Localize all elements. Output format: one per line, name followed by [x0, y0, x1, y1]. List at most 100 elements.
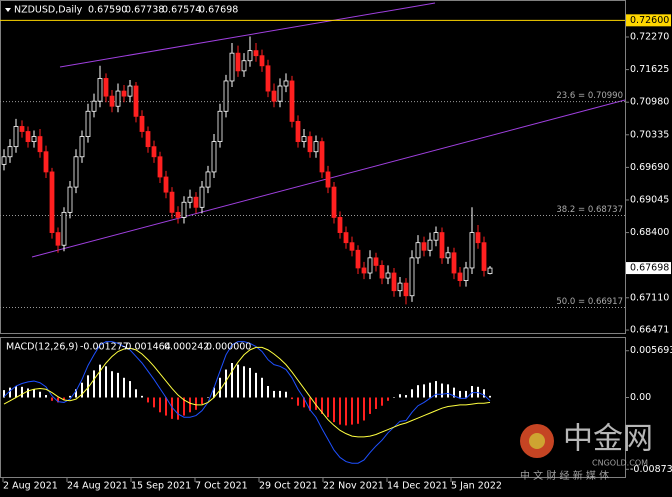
candle-body [355, 249, 361, 269]
macd-bar [81, 382, 83, 398]
candle-body [67, 186, 73, 213]
macd-y-tick-label: 0.005693 [630, 345, 672, 356]
macd-bar [171, 397, 173, 419]
macd-bar [45, 395, 47, 398]
macd-bar [423, 384, 425, 398]
candle-body [151, 146, 157, 158]
macd-y-tick-label: 0.00 [630, 392, 651, 403]
candle-body [181, 201, 187, 218]
y-tick-label: 0.71625 [630, 64, 669, 75]
candle-body [421, 242, 427, 251]
candle-body [193, 196, 199, 208]
candle-body [169, 191, 175, 213]
y-tick-label: 0.69045 [630, 194, 669, 205]
candle-body [265, 65, 271, 92]
candle-body [397, 282, 403, 292]
macd-bar [153, 397, 155, 408]
candle-body [343, 232, 349, 244]
ohlc-readout: 0.67738 [125, 5, 164, 16]
candle-body [217, 110, 223, 143]
macd-bar [369, 397, 371, 414]
macd-bar [21, 386, 23, 398]
macd-bar [129, 381, 131, 398]
candle-body [37, 136, 43, 153]
macd-bar [489, 395, 491, 398]
macd-signal-line [3, 346, 491, 438]
candle-body [331, 186, 337, 218]
macd-bar [333, 397, 335, 423]
h-line-label: 0.72600 [630, 15, 669, 26]
macd-bar [9, 387, 11, 398]
brand: 中金网 [563, 422, 653, 457]
candle-body [1, 156, 7, 165]
macd-bar [225, 369, 227, 398]
macd-bar [309, 397, 311, 411]
candle-body [91, 100, 97, 112]
macd-bar [351, 397, 353, 425]
candle-body [463, 267, 469, 281]
fib-label: 23.6 = 0.70990 [556, 91, 623, 101]
candles [1, 36, 493, 305]
macd-bar [381, 397, 383, 406]
macd-bar [27, 388, 29, 398]
macd-bar [441, 383, 443, 398]
candle-body [163, 176, 169, 193]
macd-title: MACD(12,26,9) [6, 342, 78, 353]
candle-body [301, 136, 307, 143]
macd-bar [279, 390, 281, 398]
candle-body [79, 136, 85, 158]
candle-body [295, 120, 301, 143]
ohlc-readout: 0.67698 [199, 5, 238, 16]
macd-bar [429, 382, 431, 398]
candle-body [361, 267, 367, 274]
macd-bar [147, 397, 149, 403]
macd-bar [69, 395, 71, 398]
macd-bar [117, 372, 119, 398]
y-tick-label: 0.70980 [630, 97, 669, 108]
candle-body [415, 242, 421, 259]
macd-bar [99, 364, 101, 398]
watermark: 中金网 CNGOLD.COM 中 文 财 经 新 媒 体 [520, 422, 653, 482]
candle-body [157, 156, 163, 178]
candle-body [19, 126, 25, 132]
h-line-tag [626, 14, 671, 27]
macd-bar [57, 397, 59, 403]
macd-bar [291, 397, 293, 400]
candle-body [103, 78, 109, 97]
macd-bar [483, 389, 485, 398]
macd-bar [105, 366, 107, 398]
candle-body [199, 186, 205, 208]
macd-y-tick-label: -0.008739 [630, 464, 672, 475]
x-tick-label: 14 Dec 2021 [387, 481, 448, 492]
macd-bar [453, 387, 455, 398]
candle-body [337, 217, 343, 233]
macd-bar [15, 386, 17, 398]
candle-body [85, 110, 91, 137]
macd-bar [159, 397, 161, 413]
macd-readout: -0.001464 [122, 342, 171, 353]
candle-body [379, 265, 385, 279]
ohlc-readout: 0.67590 [88, 5, 127, 16]
candle-body [139, 115, 145, 132]
candle-body [325, 171, 331, 188]
candle-body [457, 272, 463, 281]
candle-body [7, 146, 13, 158]
logo [529, 433, 545, 449]
candle-body [31, 136, 37, 143]
candle-body [145, 131, 151, 148]
macd-bar [219, 377, 221, 398]
macd-bar [213, 387, 215, 398]
candle-body [487, 267, 493, 274]
macd-bar [471, 386, 473, 398]
macd-bar [255, 372, 257, 398]
y-tick-label: 0.66471 [630, 325, 669, 336]
macd-bar [123, 377, 125, 398]
collapse-icon[interactable] [5, 8, 11, 12]
ohlc-readout: 0.67574 [162, 5, 201, 16]
macd-readout: 0.000000 [206, 342, 251, 353]
macd-bar [375, 397, 377, 409]
candle-body [223, 80, 229, 112]
